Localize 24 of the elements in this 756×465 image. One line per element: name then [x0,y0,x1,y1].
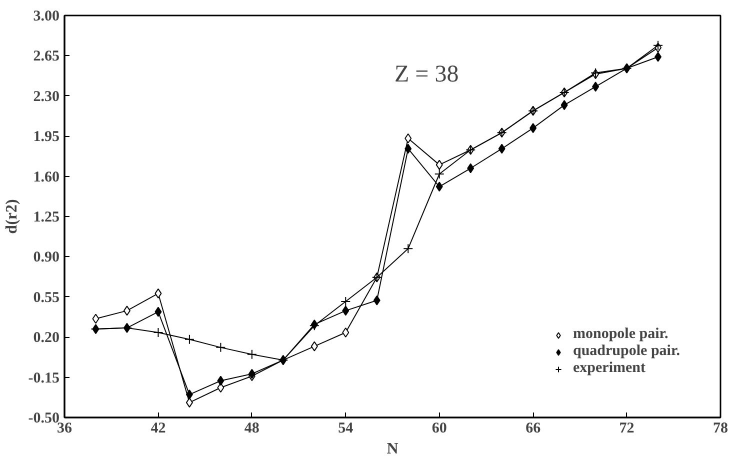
y-tick-label: 1.95 [33,129,60,146]
y-tick-label: 0.90 [33,250,60,266]
y-tick-label: 1.25 [33,210,60,226]
x-tick-label: 54 [338,420,354,436]
y-tick-label: 3.00 [33,8,60,24]
y-tick-label: 0.20 [33,330,60,346]
x-tick-label: 42 [150,420,166,436]
legend-label: experiment [573,360,646,377]
x-tick-label: 36 [57,420,72,436]
legend-label: monopole pair. [573,326,668,343]
y-tick-label: 0.55 [33,290,60,306]
x-tick-label: 48 [244,420,260,436]
y-axis-title: d(r2) [3,199,20,234]
x-axis-title: N [386,440,399,458]
y-tick-label: 2.30 [33,88,60,105]
y-tick-label: -0.15 [28,370,60,386]
legend-label: quadrupole pair. [573,343,680,360]
annotation: Z = 38 [394,62,459,88]
y-tick-label: 1.60 [33,169,60,186]
x-tick-label: 78 [713,420,728,436]
x-tick-label: 72 [619,420,634,436]
x-tick-label: 66 [526,420,542,436]
x-tick-label: 60 [432,420,447,436]
y-tick-label: 2.65 [33,48,60,65]
